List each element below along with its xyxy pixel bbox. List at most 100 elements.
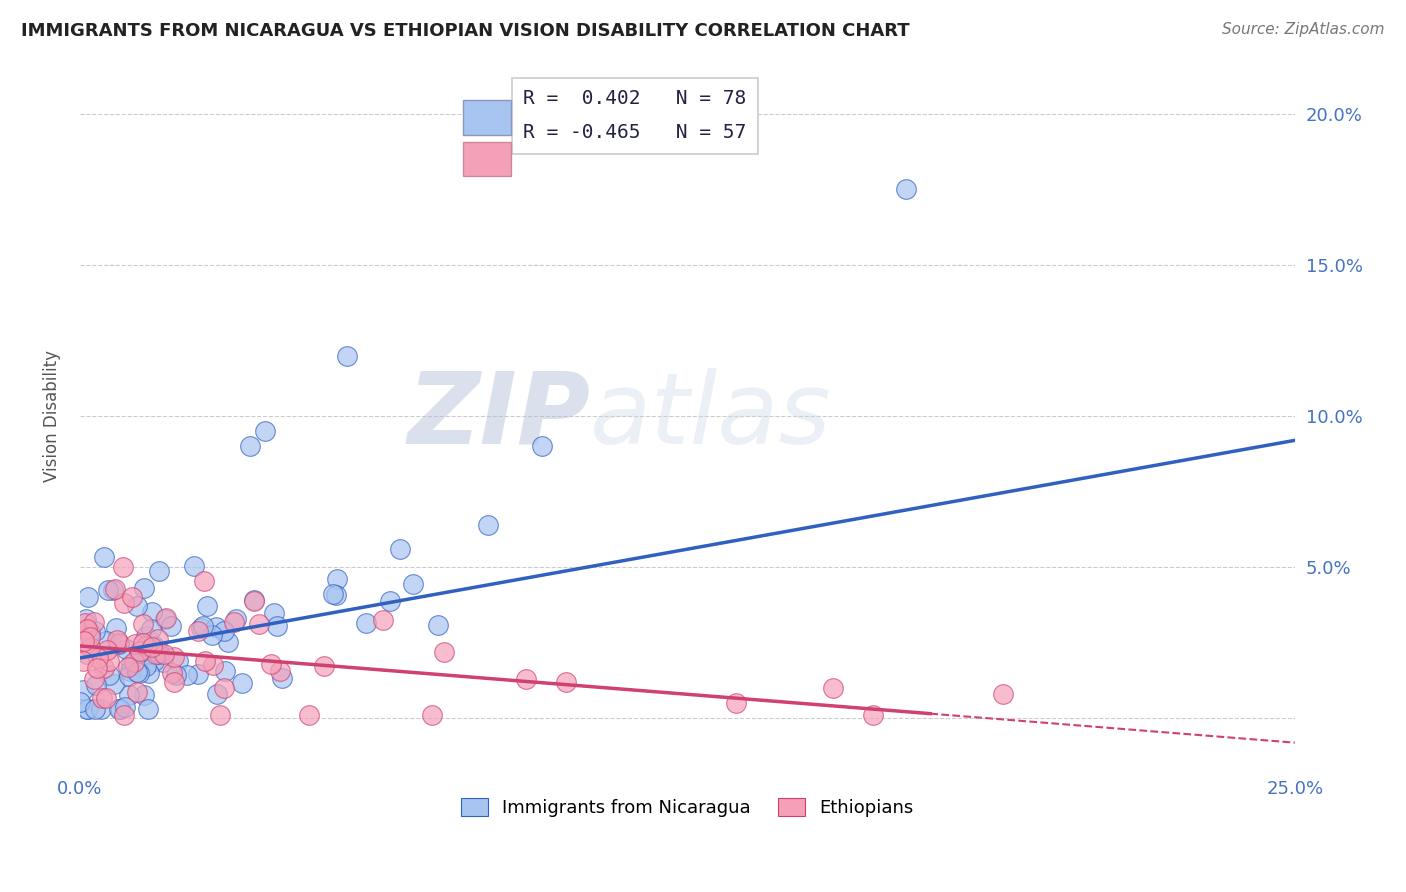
Point <box>266 619 288 633</box>
Point <box>118 669 141 683</box>
Point <box>103 677 125 691</box>
Point <box>83 702 105 716</box>
Legend: Immigrants from Nicaragua, Ethiopians: Immigrants from Nicaragua, Ethiopians <box>454 790 921 824</box>
Point <box>143 639 166 653</box>
Point <box>108 637 131 651</box>
Point <box>354 616 377 631</box>
Point <box>270 671 292 685</box>
Point <box>378 593 401 607</box>
Point <box>222 615 245 629</box>
Point <box>112 708 135 723</box>
Point <box>141 605 163 619</box>
Point <box>135 658 157 673</box>
Text: atlas: atlas <box>591 368 832 465</box>
Point <box>136 648 159 662</box>
Point <box>131 617 153 632</box>
Point <box>76 622 98 636</box>
Point <box>724 697 747 711</box>
Point <box>427 618 450 632</box>
Point <box>93 660 115 674</box>
Point <box>83 672 105 686</box>
Point <box>193 574 215 588</box>
Point <box>84 678 107 692</box>
Point <box>105 621 128 635</box>
Point <box>134 581 156 595</box>
Point <box>75 612 97 626</box>
Point <box>134 688 156 702</box>
Point <box>153 648 176 662</box>
Point <box>108 636 131 650</box>
Point <box>117 660 139 674</box>
Point <box>86 661 108 675</box>
Point <box>263 606 285 620</box>
Point <box>124 655 146 669</box>
Point <box>127 665 149 679</box>
Point <box>243 593 266 607</box>
Point <box>96 690 118 705</box>
Point <box>247 616 270 631</box>
Point <box>129 644 152 658</box>
Point <box>115 641 138 656</box>
Point <box>135 629 157 643</box>
Point <box>125 685 148 699</box>
Point <box>176 667 198 681</box>
Point <box>114 700 136 714</box>
Point <box>148 647 170 661</box>
Point <box>159 619 181 633</box>
Point <box>73 615 96 630</box>
Point <box>187 624 209 638</box>
Point <box>420 708 443 723</box>
Point <box>104 582 127 596</box>
Point <box>204 620 226 634</box>
Point <box>214 664 236 678</box>
Point <box>155 611 177 625</box>
Point <box>128 666 150 681</box>
Point <box>84 624 107 638</box>
Point <box>214 624 236 638</box>
Point <box>97 654 120 668</box>
Point <box>105 632 128 647</box>
Point <box>76 591 98 605</box>
Point <box>312 658 335 673</box>
Point <box>207 687 229 701</box>
Point <box>77 702 100 716</box>
Point <box>162 649 184 664</box>
Point <box>120 657 142 671</box>
Point <box>326 572 349 586</box>
Point <box>79 640 101 654</box>
Point <box>75 624 97 638</box>
Point <box>118 664 141 678</box>
Point <box>401 577 423 591</box>
Text: R =  0.402   N = 78
R = -0.465   N = 57: R = 0.402 N = 78 R = -0.465 N = 57 <box>523 89 747 143</box>
Point <box>194 654 217 668</box>
Point <box>146 632 169 646</box>
Point <box>389 542 412 557</box>
Point <box>373 613 395 627</box>
Point <box>195 599 218 614</box>
Point <box>269 664 291 678</box>
Point <box>94 633 117 648</box>
FancyBboxPatch shape <box>463 142 512 177</box>
Point <box>96 642 118 657</box>
Text: IMMIGRANTS FROM NICARAGUA VS ETHIOPIAN VISION DISABILITY CORRELATION CHART: IMMIGRANTS FROM NICARAGUA VS ETHIOPIAN V… <box>21 22 910 40</box>
Point <box>190 621 212 635</box>
Point <box>112 560 135 574</box>
Y-axis label: Vision Disability: Vision Disability <box>44 351 60 483</box>
Point <box>160 666 183 681</box>
Point <box>91 690 114 705</box>
Point <box>145 647 167 661</box>
Point <box>231 676 253 690</box>
Point <box>163 675 186 690</box>
Point <box>132 635 155 649</box>
Point <box>108 702 131 716</box>
Point <box>103 583 125 598</box>
Point <box>125 599 148 614</box>
Point <box>554 675 576 690</box>
Point <box>862 708 884 723</box>
Point <box>993 687 1015 701</box>
Point <box>79 631 101 645</box>
Point <box>153 612 176 626</box>
Point <box>515 672 537 686</box>
Point <box>201 658 224 673</box>
Point <box>214 681 236 695</box>
